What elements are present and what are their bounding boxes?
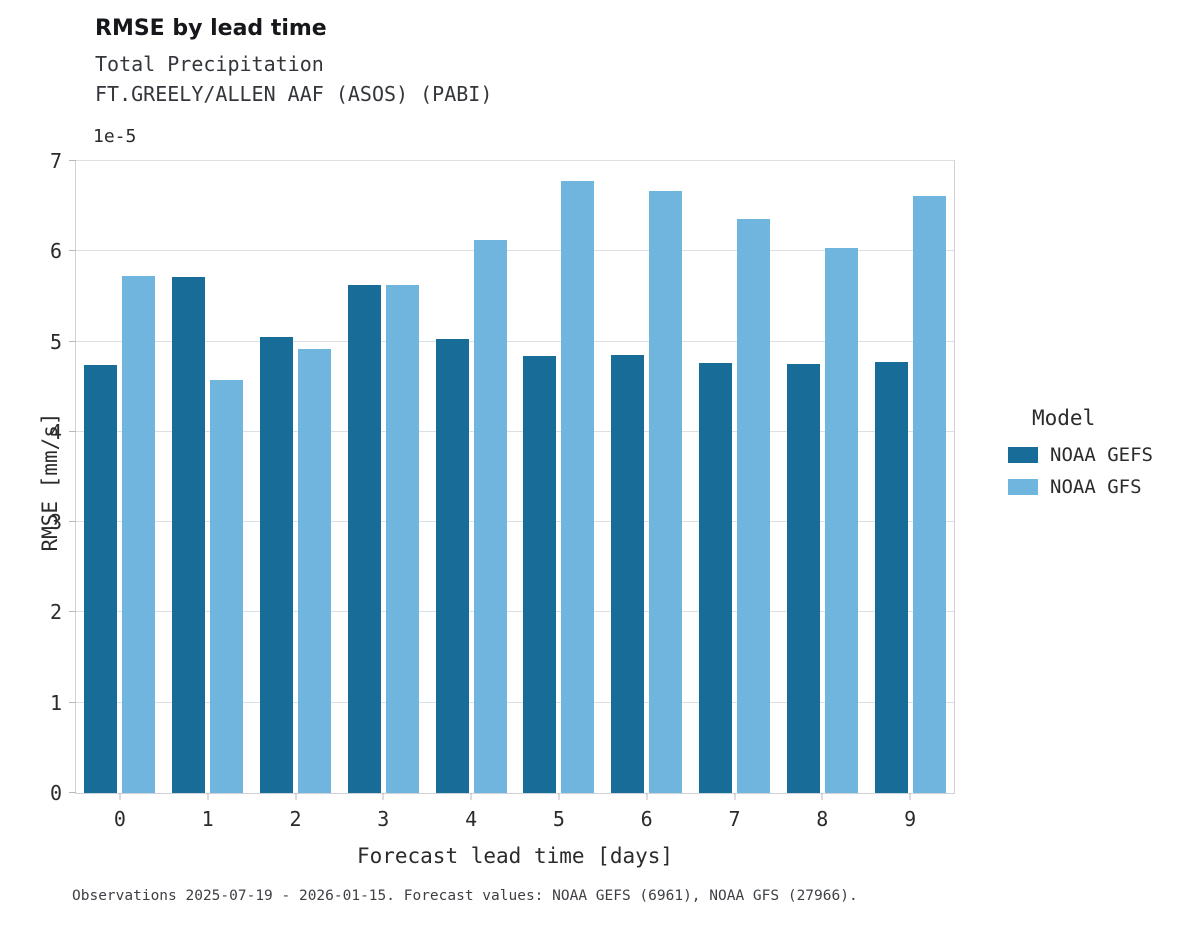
legend-label: NOAA GFS xyxy=(1050,476,1142,498)
gridline-y-3 xyxy=(76,521,954,523)
y-tick-label: 6 xyxy=(49,239,62,264)
footnote-caption: Observations 2025-07-19 - 2026-01-15. Fo… xyxy=(72,888,858,904)
x-tick-label: 0 xyxy=(113,807,126,831)
bar-noaa-gefs-day-2 xyxy=(260,337,293,793)
x-tick-label: 9 xyxy=(904,807,917,831)
bar-noaa-gefs-day-3 xyxy=(347,284,381,793)
bar-noaa-gfs-day-6 xyxy=(649,190,683,793)
chart-subtitle-variable: Total Precipitation xyxy=(95,52,324,76)
bar-noaa-gfs-day-8 xyxy=(824,247,858,793)
x-tick-mark xyxy=(558,793,560,800)
legend-title: Model xyxy=(1032,406,1096,430)
bar-noaa-gfs-day-2 xyxy=(298,348,331,793)
y-tick-mark xyxy=(69,430,76,432)
gridline-y-7 xyxy=(76,160,954,161)
y-tick-label: 4 xyxy=(49,419,62,444)
bar-noaa-gefs-day-5 xyxy=(523,356,557,793)
y-tick-mark xyxy=(69,611,76,613)
x-tick-mark xyxy=(295,793,296,800)
y-tick-label: 2 xyxy=(49,600,62,625)
bar-noaa-gefs-day-6 xyxy=(611,355,645,793)
bar-noaa-gfs-day-0 xyxy=(122,275,156,793)
x-tick-label: 2 xyxy=(289,807,302,831)
x-tick-label: 1 xyxy=(201,807,214,831)
x-tick-mark xyxy=(646,793,648,800)
x-tick-mark xyxy=(470,793,472,800)
x-tick-mark xyxy=(734,793,735,800)
bar-noaa-gfs-day-4 xyxy=(473,239,507,793)
y-tick-mark xyxy=(69,250,76,252)
y-tick-label: 7 xyxy=(49,149,62,173)
x-tick-label: 6 xyxy=(640,807,653,831)
x-tick-label: 5 xyxy=(552,807,565,831)
chart-title: RMSE by lead time xyxy=(95,16,327,41)
bar-noaa-gefs-day-0 xyxy=(84,365,118,793)
legend-item-noaa-gfs: NOAA GFS xyxy=(1008,476,1153,498)
x-tick-mark xyxy=(207,793,209,800)
x-tick-label: 8 xyxy=(816,807,829,831)
y-tick-label: 3 xyxy=(49,510,62,535)
x-tick-mark xyxy=(909,793,911,800)
y-axis-offset-text: 1e-5 xyxy=(93,126,137,147)
bar-noaa-gefs-day-7 xyxy=(699,363,732,793)
x-tick-label: 7 xyxy=(728,807,741,831)
x-tick-label: 3 xyxy=(377,807,390,831)
legend-item-noaa-gefs: NOAA GEFS xyxy=(1008,444,1153,466)
bar-noaa-gfs-day-9 xyxy=(912,196,946,793)
y-tick-mark xyxy=(69,792,76,793)
bar-noaa-gefs-day-4 xyxy=(435,338,469,793)
legend-swatch-icon xyxy=(1008,479,1038,495)
x-tick-label: 4 xyxy=(465,807,478,831)
bar-noaa-gefs-day-1 xyxy=(172,277,206,793)
legend: Model NOAA GEFS NOAA GFS xyxy=(1008,406,1153,498)
chart-subtitle-station: FT.GREELY/ALLEN AAF (ASOS) (PABI) xyxy=(95,82,493,106)
x-axis-label: Forecast lead time [days] xyxy=(356,844,674,868)
y-tick-label: 0 xyxy=(49,781,62,805)
legend-items: NOAA GEFS NOAA GFS xyxy=(1008,444,1153,498)
x-tick-mark xyxy=(382,793,384,800)
legend-swatch-icon xyxy=(1008,447,1038,463)
y-tick-mark xyxy=(69,521,76,523)
x-tick-mark xyxy=(119,793,121,800)
y-tick-mark xyxy=(69,340,76,342)
y-axis-label: RMSE [mm/s] xyxy=(38,412,62,552)
bar-noaa-gfs-day-1 xyxy=(210,380,244,793)
y-tick-label: 1 xyxy=(49,690,62,715)
bar-noaa-gfs-day-3 xyxy=(385,284,419,793)
bar-noaa-gfs-day-5 xyxy=(561,180,595,793)
y-tick-label: 5 xyxy=(49,329,62,354)
y-tick-mark xyxy=(69,160,76,161)
bar-noaa-gefs-day-9 xyxy=(874,362,908,793)
y-tick-mark xyxy=(69,701,76,703)
gridline-y-1 xyxy=(76,701,954,703)
x-tick-mark xyxy=(821,793,823,800)
gridline-y-6 xyxy=(76,250,954,252)
gridline-y-2 xyxy=(76,611,954,613)
bar-noaa-gefs-day-8 xyxy=(786,364,820,793)
gridline-y-5 xyxy=(76,340,954,342)
bar-noaa-gfs-day-7 xyxy=(737,218,770,793)
gridline-y-4 xyxy=(76,430,954,432)
plot-area: 0 1 2 3 4 5 6 7 0 1 2 3 4 5 6 7 8 9 xyxy=(50,149,955,831)
legend-label: NOAA GEFS xyxy=(1050,444,1153,466)
